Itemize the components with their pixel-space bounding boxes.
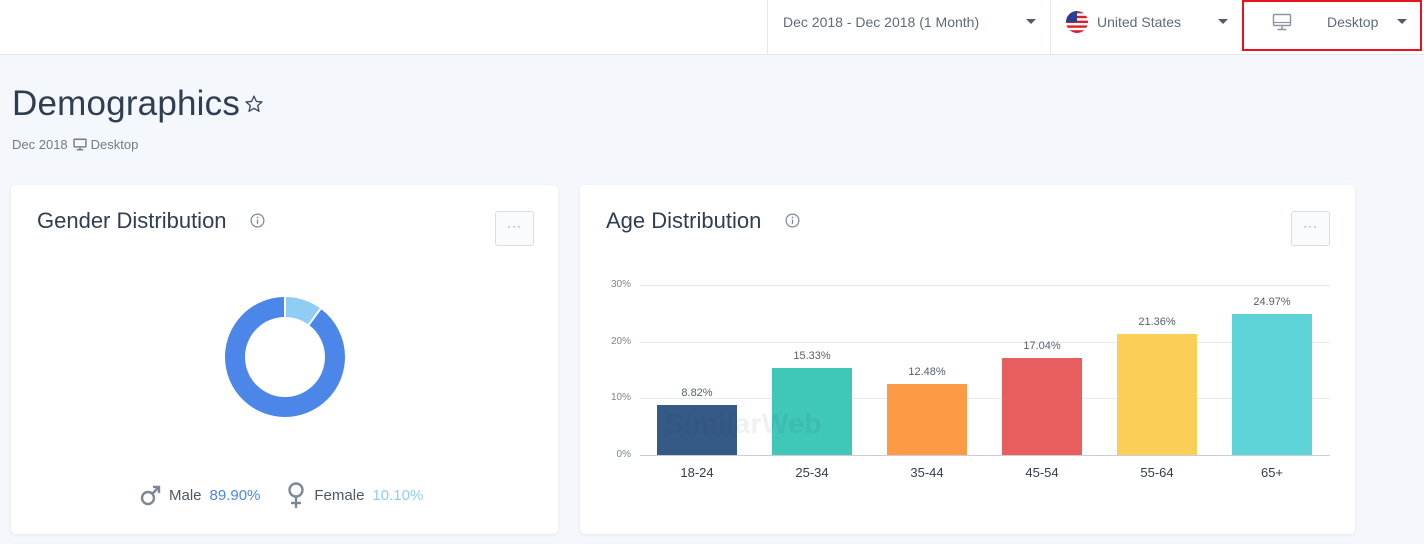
- desktop-icon: [73, 138, 87, 151]
- bar-value-label: 24.97%: [1253, 295, 1291, 308]
- age-card-title: Age Distribution: [606, 208, 762, 233]
- highlight-box: [1242, 0, 1422, 51]
- page-title: Demographics: [12, 84, 241, 123]
- subtitle-device: Desktop: [90, 137, 139, 152]
- separator: [1050, 0, 1051, 55]
- female-value: 10.10%: [372, 486, 424, 504]
- bar-55-64[interactable]: [1117, 333, 1197, 455]
- bar-value-label: 12.48%: [908, 366, 946, 379]
- device-label: Desktop: [1327, 14, 1379, 30]
- caret-down-icon: [1026, 19, 1036, 24]
- country-label: United States: [1097, 14, 1182, 30]
- caret-down-icon: [1218, 19, 1228, 24]
- y-tick-label: 30%: [610, 279, 631, 290]
- device-dropdown[interactable]: Desktop: [1272, 0, 1412, 44]
- x-category-label: 18-24: [680, 465, 714, 480]
- bar-45-54[interactable]: [1002, 358, 1082, 455]
- slice-separator: [307, 308, 322, 326]
- info-icon[interactable]: [250, 213, 265, 228]
- gridline: [640, 341, 1330, 343]
- male-icon: [140, 485, 161, 506]
- country-dropdown[interactable]: United States: [1066, 0, 1236, 44]
- desktop-icon: [1272, 13, 1292, 31]
- info-icon[interactable]: [785, 213, 800, 228]
- gridline: [640, 398, 1330, 400]
- star-icon[interactable]: [244, 94, 264, 114]
- y-tick-label: 20%: [610, 335, 631, 347]
- watermark: SimilarWeb: [665, 408, 822, 439]
- bar-25-34[interactable]: [772, 368, 852, 455]
- date-range-label: Dec 2018 - Dec 2018 (1 Month): [783, 14, 980, 30]
- bar-65+[interactable]: [1232, 313, 1312, 455]
- gender-more-button[interactable]: ···: [495, 211, 534, 246]
- bar-35-44[interactable]: [887, 384, 967, 455]
- age-distribution-card: [580, 185, 1355, 534]
- subtitle-date: Dec 2018: [12, 137, 68, 152]
- top-filter-bar: Dec 2018 - Dec 2018 (1 Month) United Sta…: [0, 0, 1424, 55]
- male-label: Male: [169, 486, 202, 504]
- x-category-label: 35-44: [910, 465, 944, 480]
- us-flag-icon: [1066, 11, 1088, 33]
- bar-value-label: 8.82%: [681, 387, 713, 400]
- male-value: 89.90%: [209, 486, 261, 504]
- bar-value-label: 17.04%: [1023, 340, 1061, 353]
- female-label: Female: [314, 486, 365, 504]
- x-category-label: 65+: [1260, 465, 1284, 480]
- y-tick-label: 0%: [616, 449, 631, 460]
- x-category-label: 25-34: [795, 465, 829, 480]
- gridline: [640, 285, 1330, 286]
- gender-legend: Male 89.90% Female 10.10%: [139, 481, 423, 509]
- gender-donut-chart: [225, 297, 345, 417]
- x-category-label: 55-64: [1140, 465, 1174, 480]
- y-tick-label: 10%: [610, 392, 631, 404]
- gender-card-title: Gender Distribution: [37, 208, 227, 233]
- x-category-label: 45-54: [1025, 465, 1059, 480]
- gridline: [640, 455, 1330, 456]
- female-icon: [288, 482, 305, 508]
- bar-value-label: 21.36%: [1138, 315, 1176, 328]
- caret-down-icon: [1397, 19, 1407, 24]
- gender-distribution-card: [11, 185, 558, 534]
- age-more-button[interactable]: ···: [1291, 211, 1330, 246]
- bar-18-24[interactable]: [657, 405, 737, 455]
- page-subtitle: Dec 2018 Desktop: [12, 137, 138, 152]
- date-range-dropdown[interactable]: Dec 2018 - Dec 2018 (1 Month): [783, 0, 1043, 44]
- bar-value-label: 15.33%: [793, 350, 831, 363]
- donut-slice-male[interactable]: [225, 297, 345, 417]
- separator: [767, 0, 768, 55]
